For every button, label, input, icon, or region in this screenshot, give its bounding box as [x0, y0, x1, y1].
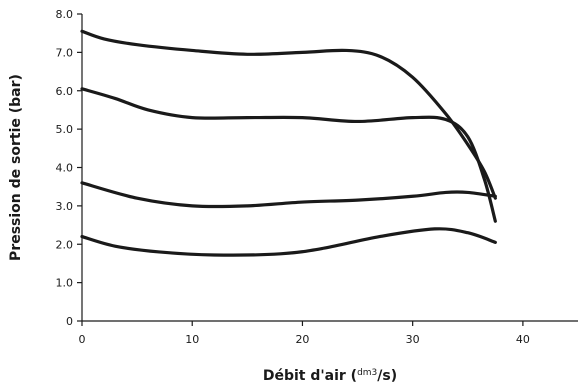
x-tick-label: 0 [79, 333, 86, 346]
x-tick-label: 30 [406, 333, 420, 346]
axes [81, 14, 578, 322]
series-line-4 [80, 227, 497, 257]
x-tick-label: 40 [516, 333, 530, 346]
y-tick-label: 0 [66, 315, 73, 328]
y-tick-label: 3.0 [56, 200, 74, 213]
series-line-2 [80, 87, 497, 223]
series-group [80, 29, 497, 257]
y-ticks: 0 1.0 2.0 3.0 4.0 5.0 6.0 7.0 8.0 [56, 8, 82, 328]
x-tick-label: 20 [295, 333, 309, 346]
series-line-1 [80, 29, 497, 200]
x-axis-title: Débit d'air (dm3/s) [263, 368, 397, 384]
y-axis-title: Pression de sortie (bar) [8, 74, 24, 261]
series-line-3 [80, 181, 497, 209]
y-tick-label: 7.0 [56, 46, 74, 59]
y-tick-label: 2.0 [56, 238, 74, 251]
y-tick-label: 4.0 [56, 162, 74, 175]
y-tick-label: 1.0 [56, 277, 74, 290]
y-tick-label: 5.0 [56, 123, 74, 136]
x-tick-label: 10 [185, 333, 199, 346]
x-ticks: 0 10 20 30 40 [79, 321, 530, 346]
x-axis-unit: dm3 [357, 368, 377, 378]
y-tick-label: 6.0 [56, 85, 74, 98]
y-tick-label: 8.0 [56, 8, 74, 21]
